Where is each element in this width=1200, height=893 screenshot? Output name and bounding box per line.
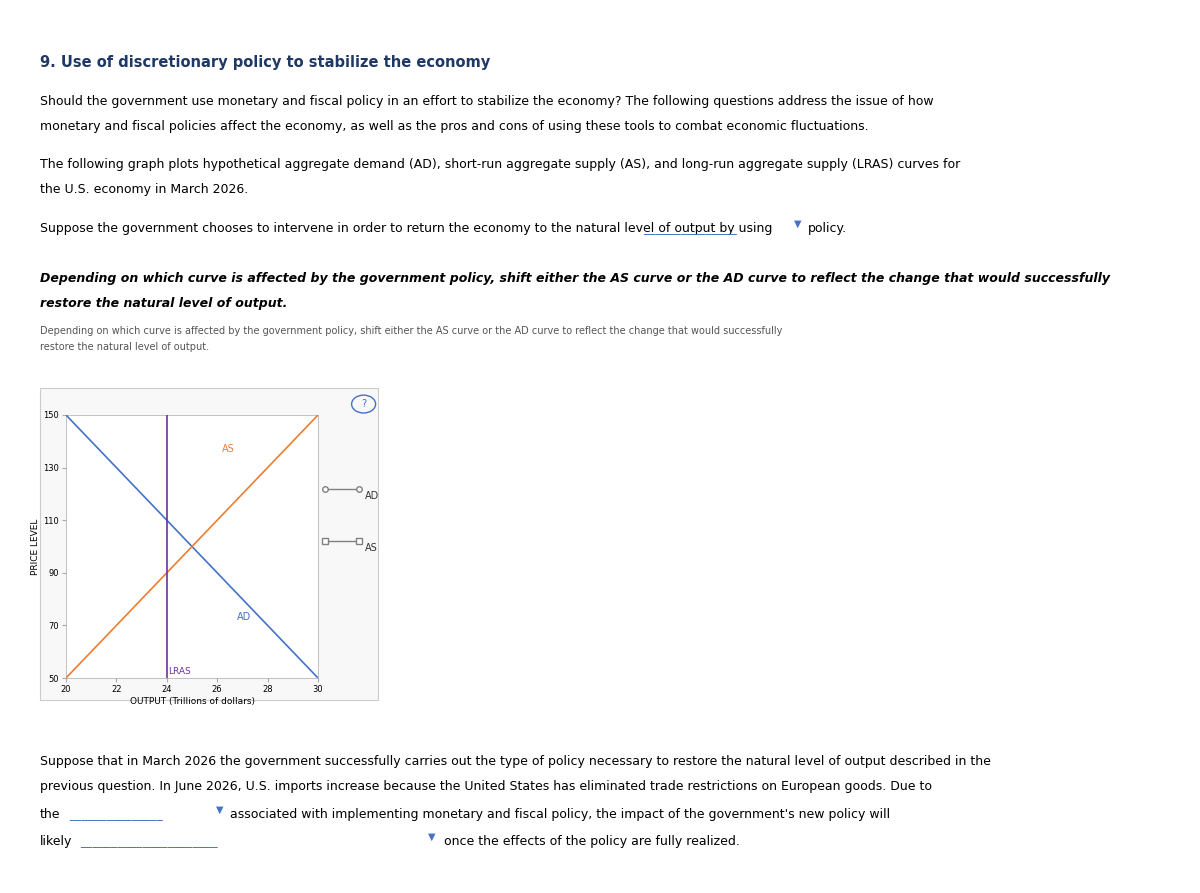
Text: _______________: _______________ bbox=[643, 222, 737, 235]
Text: AS: AS bbox=[365, 543, 378, 554]
Text: monetary and fiscal policies affect the economy, as well as the pros and cons of: monetary and fiscal policies affect the … bbox=[40, 120, 869, 133]
Text: likely: likely bbox=[40, 835, 72, 848]
Text: Suppose the government chooses to intervene in order to return the economy to th: Suppose the government chooses to interv… bbox=[40, 222, 772, 235]
Text: policy.: policy. bbox=[808, 222, 847, 235]
Text: once the effects of the policy are fully realized.: once the effects of the policy are fully… bbox=[444, 835, 740, 848]
Text: Depending on which curve is affected by the government policy, shift either the : Depending on which curve is affected by … bbox=[40, 326, 782, 336]
Text: Depending on which curve is affected by the government policy, shift either the : Depending on which curve is affected by … bbox=[40, 272, 1110, 285]
Text: the U.S. economy in March 2026.: the U.S. economy in March 2026. bbox=[40, 183, 248, 196]
Text: Should the government use monetary and fiscal policy in an effort to stabilize t: Should the government use monetary and f… bbox=[40, 95, 934, 108]
Text: AD: AD bbox=[365, 491, 379, 501]
Text: 9. Use of discretionary policy to stabilize the economy: 9. Use of discretionary policy to stabil… bbox=[40, 55, 490, 70]
Text: the: the bbox=[40, 808, 60, 821]
Text: associated with implementing monetary and fiscal policy, the impact of the gover: associated with implementing monetary an… bbox=[230, 808, 890, 821]
Text: previous question. In June 2026, U.S. imports increase because the United States: previous question. In June 2026, U.S. im… bbox=[40, 780, 931, 793]
Text: Suppose that in March 2026 the government successfully carries out the type of p: Suppose that in March 2026 the governmen… bbox=[40, 755, 990, 768]
Text: restore the natural level of output.: restore the natural level of output. bbox=[40, 297, 287, 310]
Text: The following graph plots hypothetical aggregate demand (AD), short-run aggregat: The following graph plots hypothetical a… bbox=[40, 158, 960, 171]
Text: _______________: _______________ bbox=[70, 808, 163, 821]
Text: ______________________: ______________________ bbox=[80, 835, 218, 848]
X-axis label: OUTPUT (Trillions of dollars): OUTPUT (Trillions of dollars) bbox=[130, 697, 254, 705]
Text: AD: AD bbox=[238, 612, 252, 622]
Text: ▼: ▼ bbox=[794, 219, 802, 229]
Text: restore the natural level of output.: restore the natural level of output. bbox=[40, 342, 209, 352]
Text: ▼: ▼ bbox=[428, 831, 436, 841]
Text: ?: ? bbox=[361, 399, 366, 409]
Y-axis label: PRICE LEVEL: PRICE LEVEL bbox=[31, 518, 41, 575]
Text: AS: AS bbox=[222, 444, 235, 454]
Text: LRAS: LRAS bbox=[168, 667, 191, 676]
Text: ▼: ▼ bbox=[216, 805, 223, 814]
